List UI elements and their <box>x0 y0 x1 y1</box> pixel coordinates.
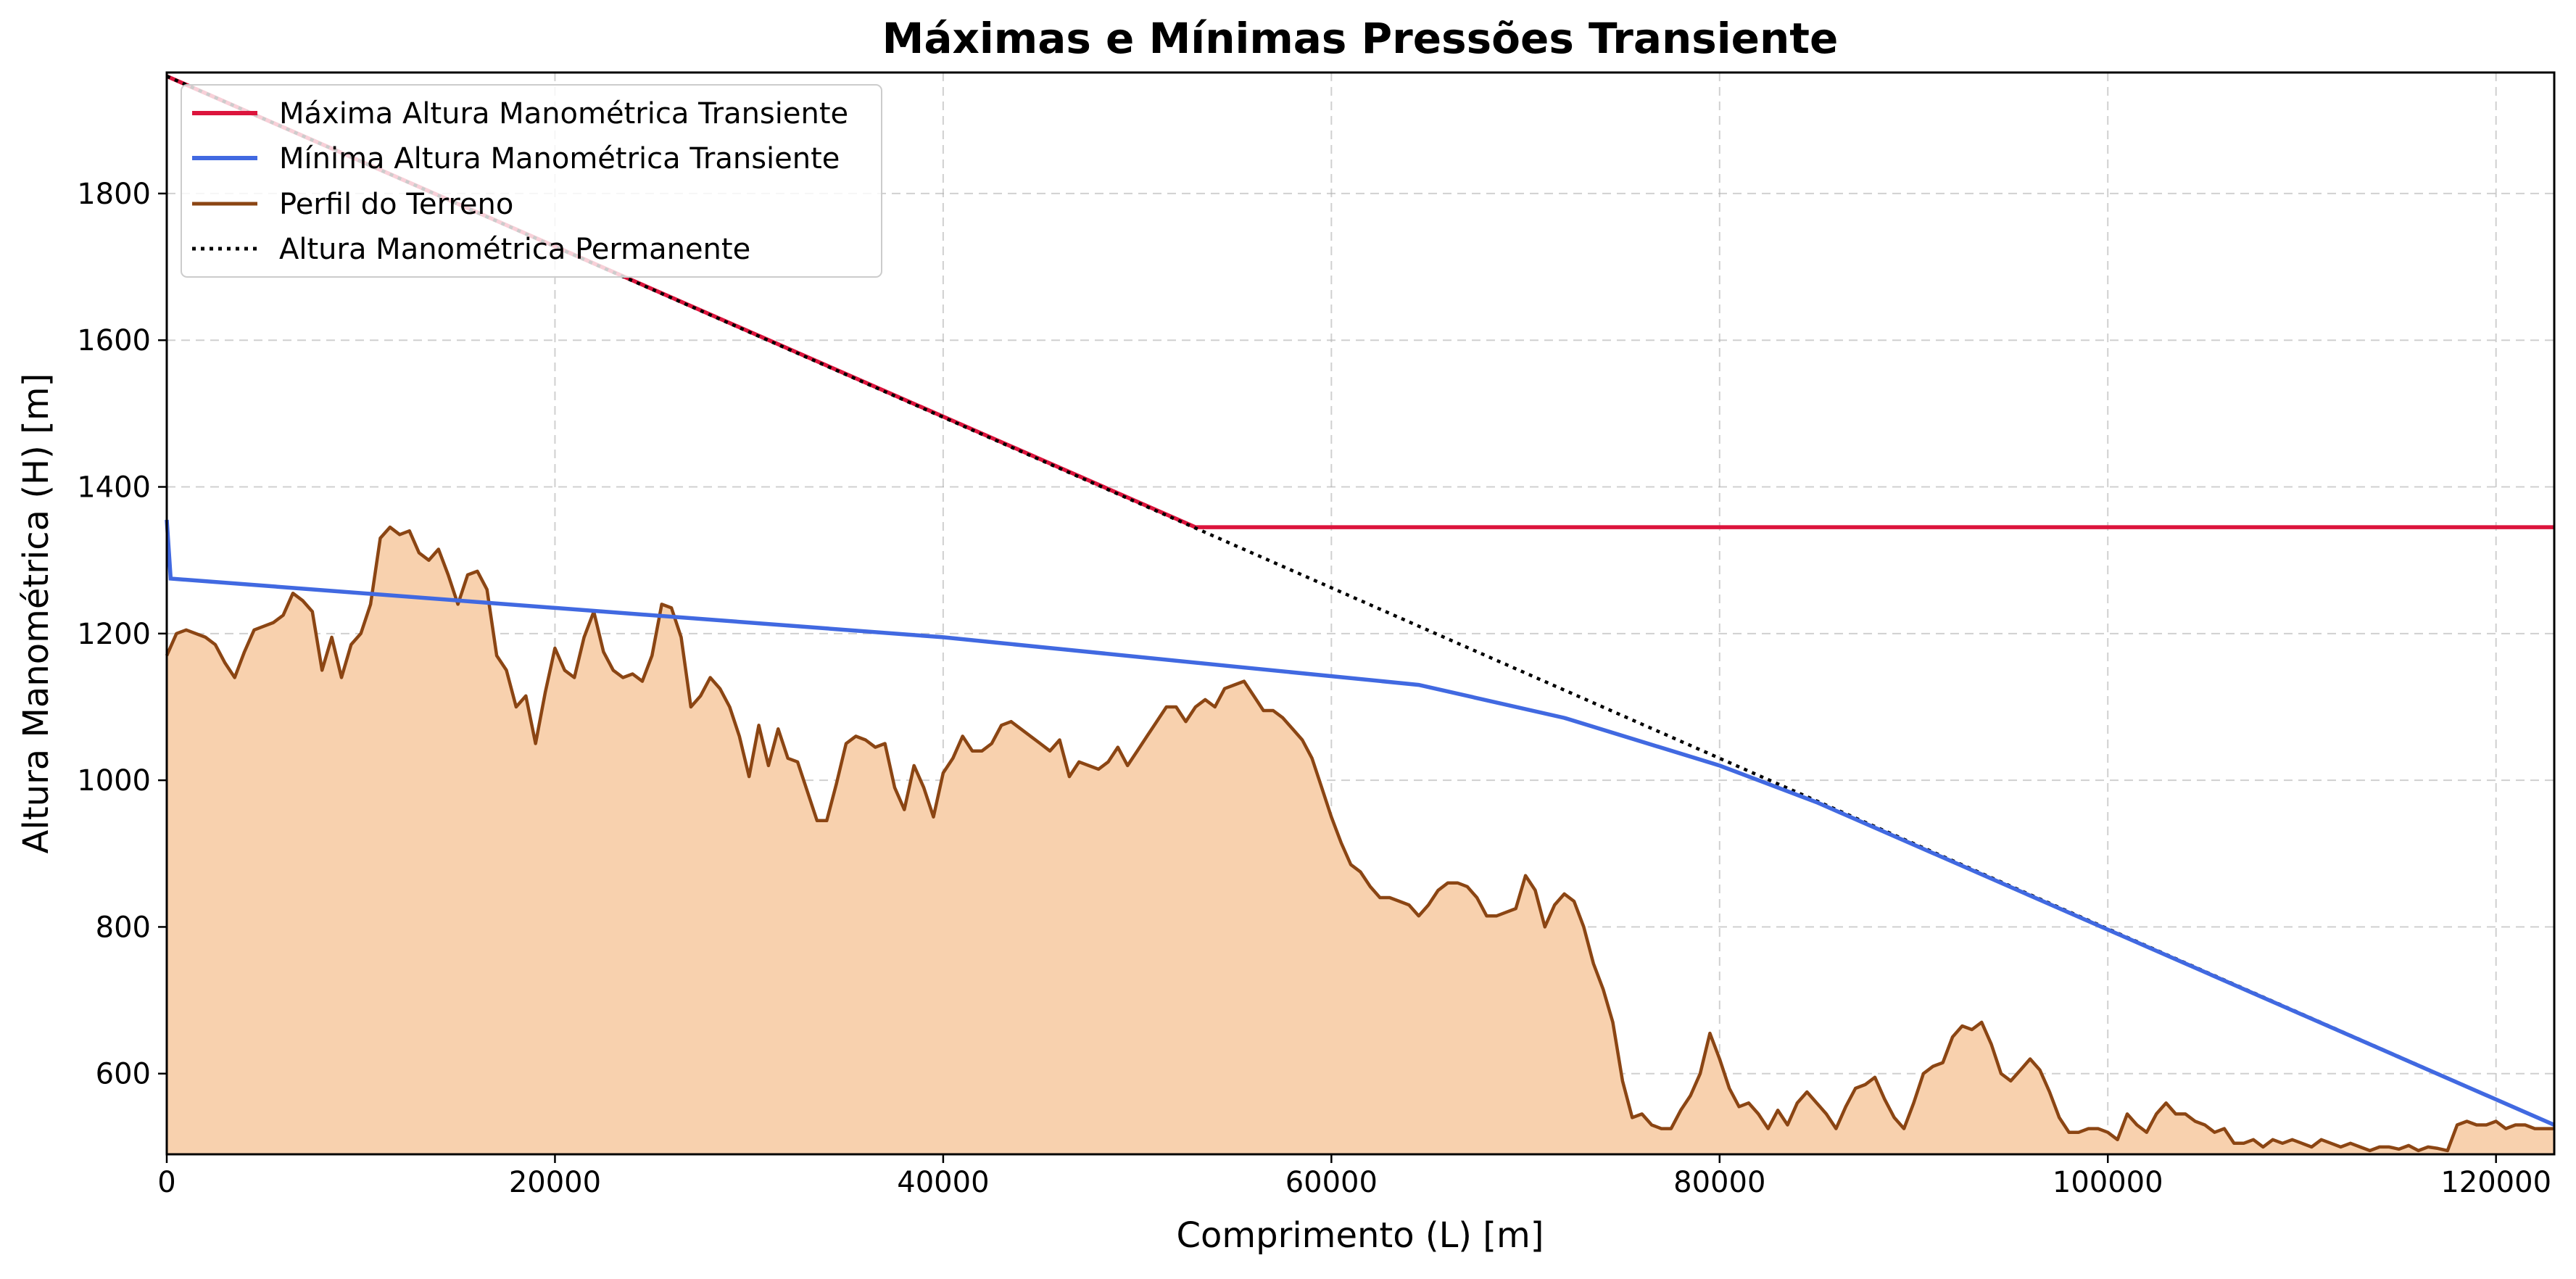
y-tick-label: 1600 <box>77 324 151 357</box>
y-tick-label: 800 <box>96 911 151 944</box>
y-tick-label: 600 <box>96 1058 151 1091</box>
plot-frame <box>165 71 2556 1156</box>
legend-label-permanent: Altura Manométrica Permanente <box>279 233 750 266</box>
legend-label-terrain: Perfil do Terreno <box>279 188 513 221</box>
legend-label-max: Máxima Altura Manométrica Transiente <box>279 97 848 131</box>
terrain-area <box>167 527 2554 1154</box>
series-line-min <box>165 519 2556 1127</box>
y-tick-label: 1800 <box>77 178 151 211</box>
axis-ticks: 0 20000 40000 60000 80000 100000 120000 600 800 1… <box>77 178 2551 1199</box>
x-tick-label: 40000 <box>897 1166 989 1199</box>
x-tick-label: 100000 <box>2053 1166 2163 1199</box>
terrain-fill <box>167 527 2554 1154</box>
legend-label-min: Mínima Altura Manométrica Transiente <box>279 142 840 175</box>
x-tick-label: 20000 <box>509 1166 601 1199</box>
x-tick-label: 80000 <box>1673 1166 1765 1199</box>
legend: Máxima Altura Manométrica Transiente Mín… <box>181 84 882 278</box>
x-tick-label: 120000 <box>2440 1166 2551 1199</box>
y-tick-label: 1400 <box>77 471 151 505</box>
x-tick-label: 0 <box>157 1166 175 1199</box>
series-line-terrain <box>165 525 2554 1153</box>
y-tick-label: 1000 <box>77 764 151 798</box>
y-axis-label: Altura Manométrica (H) [m] <box>16 373 57 854</box>
x-axis-label: Comprimento (L) [m] <box>1177 1215 1544 1256</box>
legend-box <box>181 84 882 278</box>
x-tick-label: 60000 <box>1285 1166 1378 1199</box>
chart-title: Máximas e Mínimas Pressões Transiente <box>882 14 1839 63</box>
y-tick-label: 1200 <box>77 618 151 651</box>
